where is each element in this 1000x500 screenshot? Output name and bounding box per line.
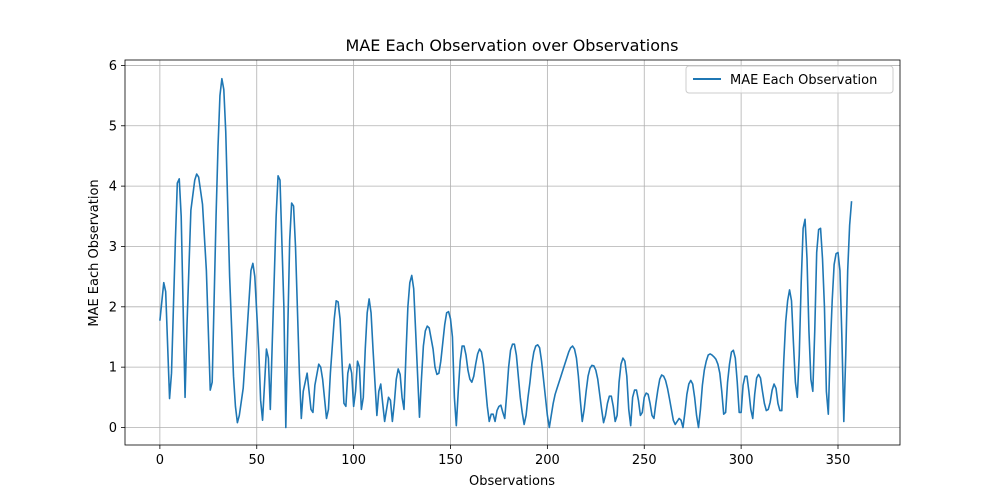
y-axis-label: MAE Each Observation [87, 179, 102, 326]
series-group [159, 77, 853, 429]
y-tick-label: 0 [109, 421, 117, 436]
y-tick-label: 3 [109, 240, 117, 255]
x-tick-label: 250 [632, 453, 657, 468]
x-tick-label: 200 [535, 453, 560, 468]
x-tick-label: 350 [826, 453, 851, 468]
x-axis-label: Observations [469, 474, 555, 489]
y-axis-ticks: 0 1 2 3 4 5 6 [109, 59, 125, 436]
series-line [159, 77, 853, 429]
legend: MAE Each Observation [685, 65, 894, 94]
grid-lines [125, 60, 900, 445]
y-tick-label: 1 [109, 361, 117, 376]
x-tick-label: 300 [729, 453, 754, 468]
x-tick-label: 50 [248, 453, 265, 468]
x-tick-label: 0 [156, 453, 164, 468]
x-tick-label: 100 [341, 453, 366, 468]
plot-area-frame [124, 59, 901, 446]
legend-box [685, 65, 894, 94]
y-tick-label: 5 [109, 119, 117, 134]
axes-frame [124, 59, 901, 446]
chart-title: MAE Each Observation over Observations [346, 36, 679, 55]
y-tick-label: 6 [109, 59, 117, 74]
x-axis-ticks: 0 50 100 150 200 250 300 350 [156, 445, 851, 468]
legend-entry-label: MAE Each Observation [730, 73, 877, 88]
y-tick-label: 4 [109, 180, 117, 195]
y-tick-label: 2 [109, 300, 117, 315]
x-tick-label: 150 [438, 453, 463, 468]
